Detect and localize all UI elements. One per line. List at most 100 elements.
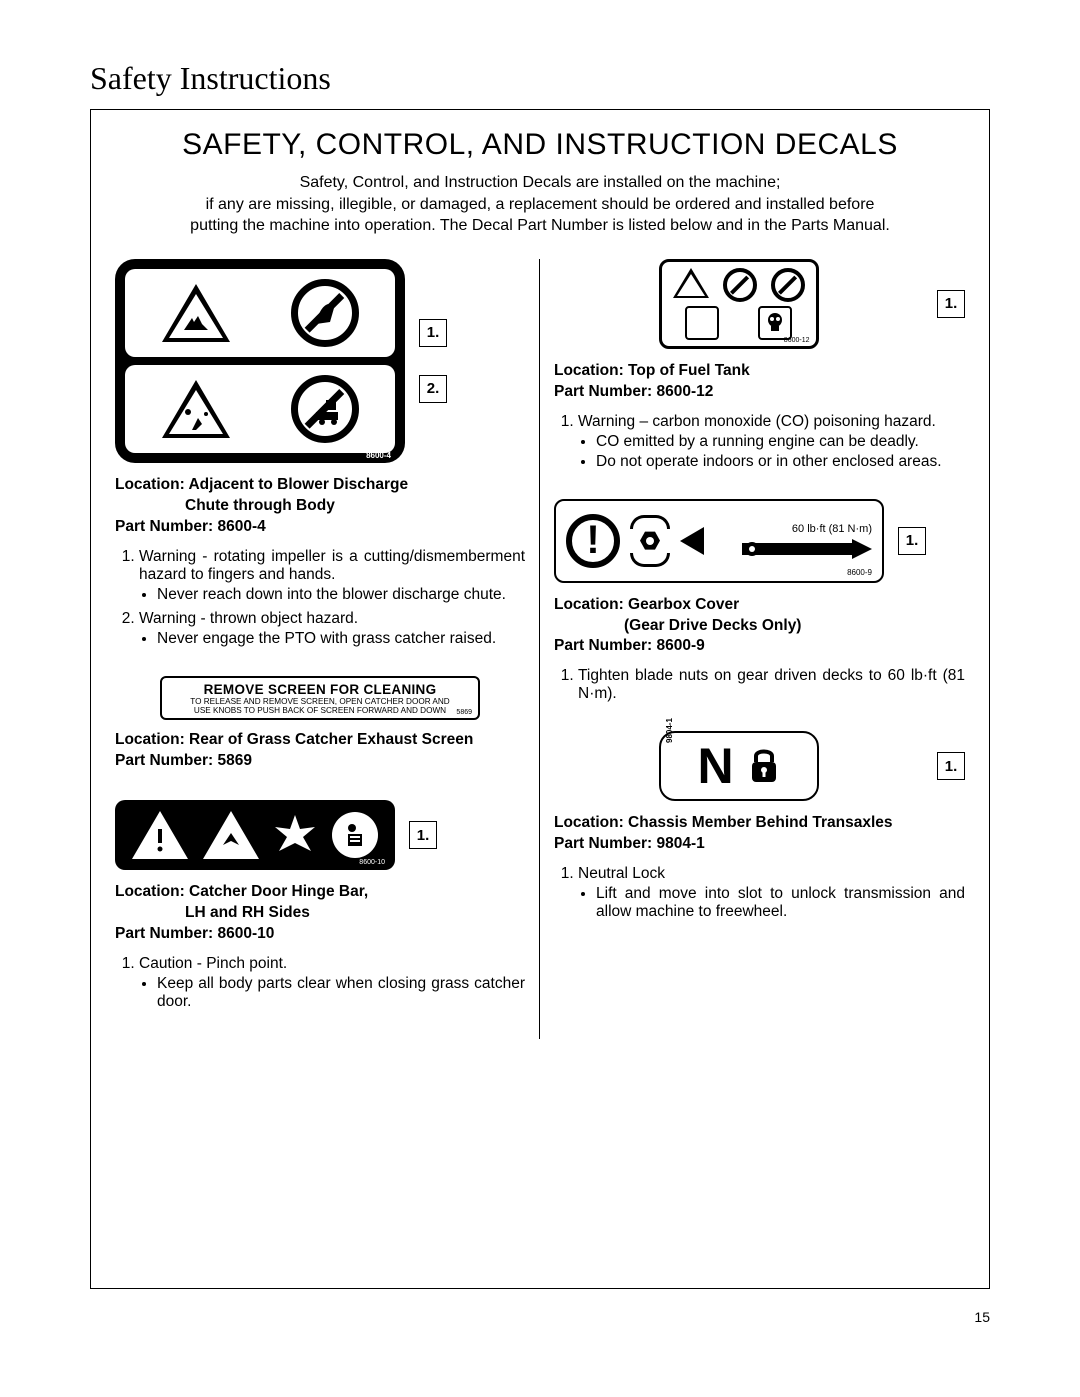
- callout: 1.: [898, 527, 926, 555]
- decal-8600-4-graphic: 8600-4: [115, 259, 405, 463]
- content-box: SAFETY, CONTROL, AND INSTRUCTION DECALS …: [90, 109, 990, 1289]
- decal-8600-10-pn: 8600-10: [359, 859, 385, 866]
- warning-text: Caution - Pinch point.: [139, 955, 287, 972]
- warnings-9804-1: Neutral Lock Lift and move into slot to …: [554, 865, 965, 921]
- warning-text: Warning - thrown object hazard.: [139, 610, 358, 627]
- callout: 1.: [419, 319, 447, 347]
- box-title: SAFETY, CONTROL, AND INSTRUCTION DECALS: [115, 128, 965, 162]
- warning-pinch-icon: [203, 811, 259, 859]
- loc-part-8600-9: Location: Gearbox Cover (Gear Drive Deck…: [554, 595, 965, 658]
- warning-item: Tighten blade nuts on gear driven decks …: [578, 667, 965, 703]
- decal-5869-pn: 5869: [456, 709, 472, 716]
- decal-8600-4-partlabel: 8600-4: [366, 451, 391, 460]
- bullet: Do not operate indoors or in other enclo…: [596, 453, 965, 471]
- bullet: Keep all body parts clear when closing g…: [157, 975, 525, 1011]
- decal-9804-1-block: 9804-1 N 1. Location: Chassis: [554, 731, 965, 921]
- decal-8600-4-row: 8600-4 1. 2.: [115, 259, 525, 463]
- warning-item: Neutral Lock Lift and move into slot to …: [578, 865, 965, 921]
- callouts-8600-4: 1. 2.: [419, 319, 447, 403]
- section-title: Safety Instructions: [90, 60, 990, 97]
- location-line: Chute through Body: [115, 496, 525, 517]
- decal-9804-1-row: 9804-1 N 1.: [554, 731, 965, 801]
- callout: 2.: [419, 375, 447, 403]
- decal-9804-1-pn: 9804-1: [665, 718, 674, 743]
- loc-part-9804-1: Location: Chassis Member Behind Transaxl…: [554, 813, 965, 855]
- location-line: Location: Top of Fuel Tank: [554, 361, 965, 382]
- location-line: Location: Adjacent to Blower Discharge: [115, 475, 525, 496]
- wrench-area: 60 lb·ft (81 N·m): [714, 523, 872, 559]
- warning-hand-cut-icon: [162, 284, 230, 342]
- left-column: 8600-4 1. 2. Location: Adjacent to Blowe…: [115, 259, 540, 1039]
- decal-8600-4-block: 8600-4 1. 2. Location: Adjacent to Blowe…: [115, 259, 525, 648]
- callout: 1.: [937, 290, 965, 318]
- no-raised-catcher-icon: [291, 375, 359, 443]
- decal-5869-title: REMOVE SCREEN FOR CLEANING: [170, 682, 470, 697]
- location-line: Location: Gearbox Cover: [554, 595, 965, 616]
- decal-5869-line: TO RELEASE AND REMOVE SCREEN, OPEN CATCH…: [170, 697, 470, 707]
- warning-text: Neutral Lock: [578, 865, 665, 882]
- decal-8600-9-graphic: ! 60 lb·ft (81 N·m): [554, 499, 884, 583]
- part-number: Part Number: 8600-12: [554, 382, 965, 403]
- decal-8600-9-block: ! 60 lb·ft (81 N·m): [554, 499, 965, 704]
- burst-icon: [273, 813, 317, 857]
- columns: 8600-4 1. 2. Location: Adjacent to Blowe…: [115, 259, 965, 1039]
- loc-part-5869: Location: Rear of Grass Catcher Exhaust …: [115, 730, 525, 772]
- decal-9804-1-graphic: 9804-1 N: [659, 731, 819, 801]
- warning-text: Warning – carbon monoxide (CO) poisoning…: [578, 413, 936, 430]
- decal-8600-9-row: ! 60 lb·ft (81 N·m): [554, 499, 965, 583]
- loc-part-8600-12: Location: Top of Fuel Tank Part Number: …: [554, 361, 965, 403]
- warnings-8600-9: Tighten blade nuts on gear driven decks …: [554, 667, 965, 703]
- location-line: Location: Chassis Member Behind Transaxl…: [554, 813, 965, 834]
- no-reach-icon: [291, 279, 359, 347]
- warning-item: Caution - Pinch point. Keep all body par…: [139, 955, 525, 1011]
- warnings-8600-12: Warning – carbon monoxide (CO) poisoning…: [554, 413, 965, 471]
- loc-part-8600-4: Location: Adjacent to Blower Discharge C…: [115, 475, 525, 538]
- part-number: Part Number: 9804-1: [554, 834, 965, 855]
- warning-thrown-object-icon: [162, 380, 230, 438]
- page-number: 15: [90, 1309, 990, 1325]
- no-indoor-icon: [723, 268, 757, 302]
- right-column: 8600-12 1. Location: Top of Fuel Tank Pa…: [540, 259, 965, 1039]
- read-manual-icon: [332, 812, 378, 858]
- decal-8600-12-row: 8600-12 1.: [554, 259, 965, 349]
- location-line: Location: Rear of Grass Catcher Exhaust …: [115, 730, 525, 751]
- part-number: Part Number: 8600-9: [554, 636, 965, 657]
- decal-8600-12-pn: 8600-12: [784, 337, 810, 344]
- decal-8600-9-pn: 8600-9: [847, 568, 872, 577]
- engine-icon: [685, 306, 719, 340]
- location-line: Location: Catcher Door Hinge Bar,: [115, 882, 525, 903]
- bullet: Never reach down into the blower dischar…: [157, 586, 525, 604]
- warning-text: Warning - rotating impeller is a cutting…: [139, 548, 525, 583]
- part-number: Part Number: 8600-4: [115, 517, 525, 538]
- decal-8600-10-block: 8600-10 1. Location: Catcher Door Hinge …: [115, 800, 525, 1011]
- warning-co-icon: [673, 268, 709, 298]
- warning-item: Warning – carbon monoxide (CO) poisoning…: [578, 413, 965, 471]
- neutral-letter: N: [697, 737, 733, 795]
- bolt-torque-icon: [630, 515, 670, 567]
- loc-part-8600-10: Location: Catcher Door Hinge Bar, LH and…: [115, 882, 525, 945]
- intro-text: Safety, Control, and Instruction Decals …: [115, 172, 965, 237]
- bullet: Lift and move into slot to unlock transm…: [596, 885, 965, 921]
- bullet: CO emitted by a running engine can be de…: [596, 433, 965, 451]
- location-line: (Gear Drive Decks Only): [554, 616, 965, 637]
- decal-5869-block: REMOVE SCREEN FOR CLEANING TO RELEASE AN…: [115, 676, 525, 773]
- decal-8600-10-graphic: 8600-10: [115, 800, 395, 870]
- decal-5869-line: USE KNOBS TO PUSH BACK OF SCREEN FORWARD…: [170, 706, 470, 716]
- decal-8600-12-block: 8600-12 1. Location: Top of Fuel Tank Pa…: [554, 259, 965, 471]
- wrench-icon: [742, 539, 872, 559]
- warning-item: Warning - thrown object hazard. Never en…: [139, 610, 525, 648]
- page: Safety Instructions SAFETY, CONTROL, AND…: [0, 0, 1080, 1365]
- part-number: Part Number: 5869: [115, 751, 525, 772]
- lock-icon: [748, 746, 780, 786]
- warning-circle-icon: !: [566, 514, 620, 568]
- arrow-left-icon: [680, 527, 704, 555]
- torque-label: 60 lb·ft (81 N·m): [792, 523, 872, 535]
- location-line: LH and RH Sides: [115, 903, 525, 924]
- decal-8600-10-row: 8600-10 1.: [115, 800, 525, 870]
- warning-excl-icon: [132, 811, 188, 859]
- decal-5869-graphic: REMOVE SCREEN FOR CLEANING TO RELEASE AN…: [160, 676, 480, 721]
- warning-item: Warning - rotating impeller is a cutting…: [139, 548, 525, 604]
- warnings-8600-10: Caution - Pinch point. Keep all body par…: [115, 955, 525, 1011]
- skull-icon: [758, 306, 792, 340]
- no-enclosed-icon: [771, 268, 805, 302]
